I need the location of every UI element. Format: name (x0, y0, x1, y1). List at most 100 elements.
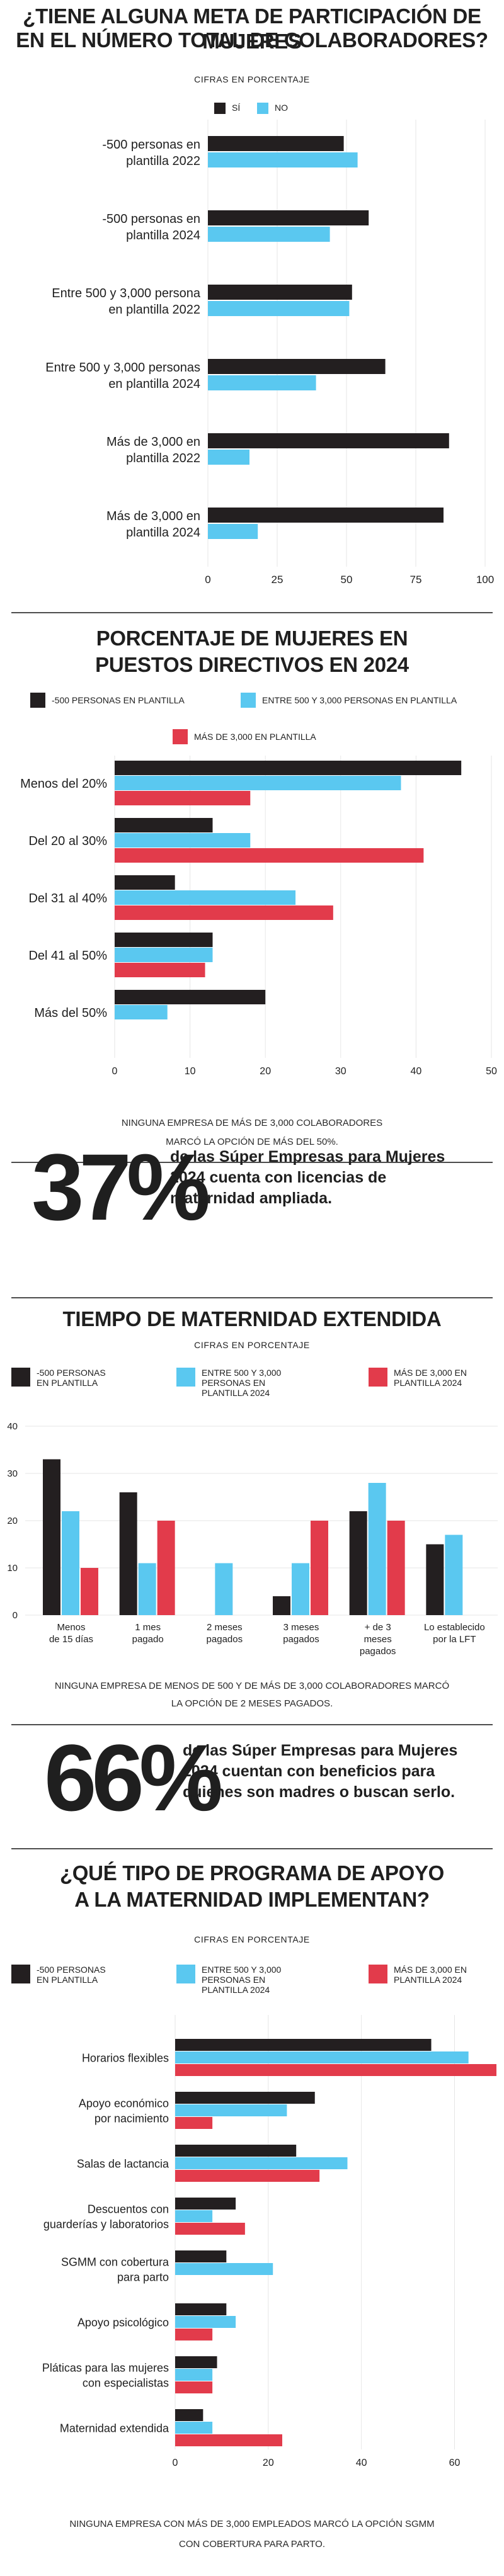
legend-label: MÁS DE 3,000 EN PLANTILLA 2024 (394, 1965, 467, 1985)
chart4-title-line2: A LA MATERNIDAD IMPLEMENTAN? (74, 1888, 430, 1911)
category-label: Maternidad extendida (60, 2422, 169, 2434)
chart1-subtitle: CIFRAS EN PORCENTAJE (194, 74, 310, 84)
bar (138, 1563, 156, 1615)
category-label: plantilla 2022 (126, 154, 200, 168)
y-tick-label: 20 (7, 1516, 18, 1526)
chart1-legend-si: SÍ (214, 103, 240, 114)
category-label: Entre 500 y 3,000 personas (45, 361, 200, 375)
chart2-note-line2: MARCÓ LA OPCIÓN DE MÁS DEL 50%. (166, 1137, 338, 1147)
bar (119, 1492, 137, 1615)
legend-swatch-blue (176, 1965, 195, 1983)
x-tick-label: 50 (341, 574, 353, 586)
legend-swatch-red (369, 1965, 387, 1983)
bar (175, 2316, 236, 2328)
category-label: plantilla 2022 (126, 451, 200, 465)
category-label: Descuentos con (88, 2203, 169, 2215)
category-label: 1 mes (135, 1622, 161, 1633)
bar (208, 227, 330, 242)
legend-swatch-blue (241, 693, 256, 708)
category-label: Entre 500 y 3,000 persona (52, 287, 201, 300)
stat1-text-line2: 2024 cuenta con licencias de (170, 1169, 387, 1186)
bar (175, 2092, 315, 2104)
bar (208, 375, 316, 390)
x-tick-label: 60 (449, 2458, 461, 2468)
legend-swatch-blue (176, 1368, 195, 1387)
bar (115, 848, 424, 863)
chart1-legend-no: NO (257, 103, 288, 114)
chart2-legend-1: -500 PERSONAS EN PLANTILLA (30, 693, 185, 708)
category-label: Del 20 al 30% (28, 834, 107, 848)
bar (175, 2250, 227, 2262)
chart3-subtitle: CIFRAS EN PORCENTAJE (194, 1340, 310, 1350)
legend-label: ENTRE 500 Y 3,000 PERSONAS EN PLANTILLA 20… (202, 1965, 282, 1995)
legend-swatch-red (369, 1368, 387, 1387)
bar (292, 1563, 309, 1615)
bar (175, 2422, 213, 2434)
section-divider (11, 1297, 493, 1298)
stat2-text-line1: de las Súper Empresas para Mujeres (183, 1742, 458, 1759)
bar (115, 875, 175, 890)
bar (175, 2051, 469, 2063)
category-label: 2 meses (207, 1622, 243, 1633)
bar (208, 524, 258, 539)
legend-swatch-dark (30, 693, 45, 708)
chart4-legend-1: -500 PERSONAS EN PLANTILLA (11, 1965, 106, 1985)
stat1-text-line1: de las Súper Empresas para Mujeres (170, 1148, 445, 1166)
bar (208, 152, 358, 167)
legend-label: SÍ (232, 103, 241, 113)
x-tick-label: 0 (173, 2458, 178, 2468)
chart2-legend-2: ENTRE 500 Y 3,000 PERSONAS EN PLANTILLA (241, 693, 457, 708)
category-label: Apoyo psicológico (77, 2316, 169, 2329)
stat2-value: 66% (44, 1725, 223, 1830)
stat2-text-line3: quienes son madres o buscan serlo. (183, 1783, 455, 1801)
category-label: Pláticas para las mujeres (42, 2361, 169, 2374)
x-tick-label: 40 (411, 1066, 422, 1077)
category-label: pagados (360, 1646, 396, 1657)
x-tick-label: 75 (410, 574, 422, 586)
bar (208, 301, 350, 316)
bar (273, 1596, 290, 1615)
category-label: con especialistas (83, 2376, 169, 2389)
category-label: por nacimiento (94, 2112, 169, 2125)
bar (62, 1511, 79, 1615)
chart4-subtitle: CIFRAS EN PORCENTAJE (194, 1934, 310, 1944)
category-label: -500 personas en (102, 138, 200, 152)
legend-label: MÁS DE 3,000 EN PLANTILLA 2024 (394, 1368, 467, 1388)
bar (81, 1568, 98, 1615)
bar (208, 450, 249, 465)
category-label: pagados (283, 1634, 319, 1645)
chart3-legend-2: ENTRE 500 Y 3,000 PERSONAS EN PLANTILLA 20… (176, 1368, 281, 1398)
bar (175, 2170, 320, 2182)
category-label: Más de 3,000 en (106, 435, 200, 449)
legend-label: -500 PERSONAS EN PLANTILLA (52, 695, 185, 705)
category-label: SGMM con cobertura (61, 2255, 169, 2268)
bar (175, 2263, 273, 2275)
bar (208, 285, 352, 300)
category-label: en plantilla 2024 (108, 377, 200, 391)
y-tick-label: 10 (7, 1563, 18, 1574)
legend-swatch-dark (11, 1965, 30, 1983)
bar (115, 833, 251, 848)
category-label: meses (364, 1634, 392, 1645)
category-label: en plantilla 2022 (108, 303, 200, 317)
chart4-title-line1: ¿QUÉ TIPO DE PROGRAMA DE APOYO (59, 1861, 445, 1885)
category-label: por la LFT (433, 1634, 476, 1645)
bar (175, 2409, 203, 2421)
category-label: pagados (207, 1634, 243, 1645)
bar (43, 1459, 60, 1615)
category-label: pagado (132, 1634, 164, 1645)
chart2-note-line1: NINGUNA EMPRESA DE MÁS DE 3,000 COLABORA… (121, 1118, 383, 1128)
chart3-legend-1: -500 PERSONAS EN PLANTILLA (11, 1368, 106, 1388)
bar (115, 963, 205, 977)
stat1-value: 37% (32, 1134, 210, 1240)
category-label: plantilla 2024 (126, 526, 200, 540)
bar (208, 136, 344, 151)
legend-label: NO (275, 103, 288, 113)
bar (175, 2198, 236, 2210)
bar (311, 1521, 328, 1615)
x-tick-label: 40 (356, 2458, 367, 2468)
category-label: guarderías y laboratorios (43, 2218, 169, 2230)
category-label: para parto (117, 2271, 169, 2283)
bar (175, 2303, 227, 2315)
